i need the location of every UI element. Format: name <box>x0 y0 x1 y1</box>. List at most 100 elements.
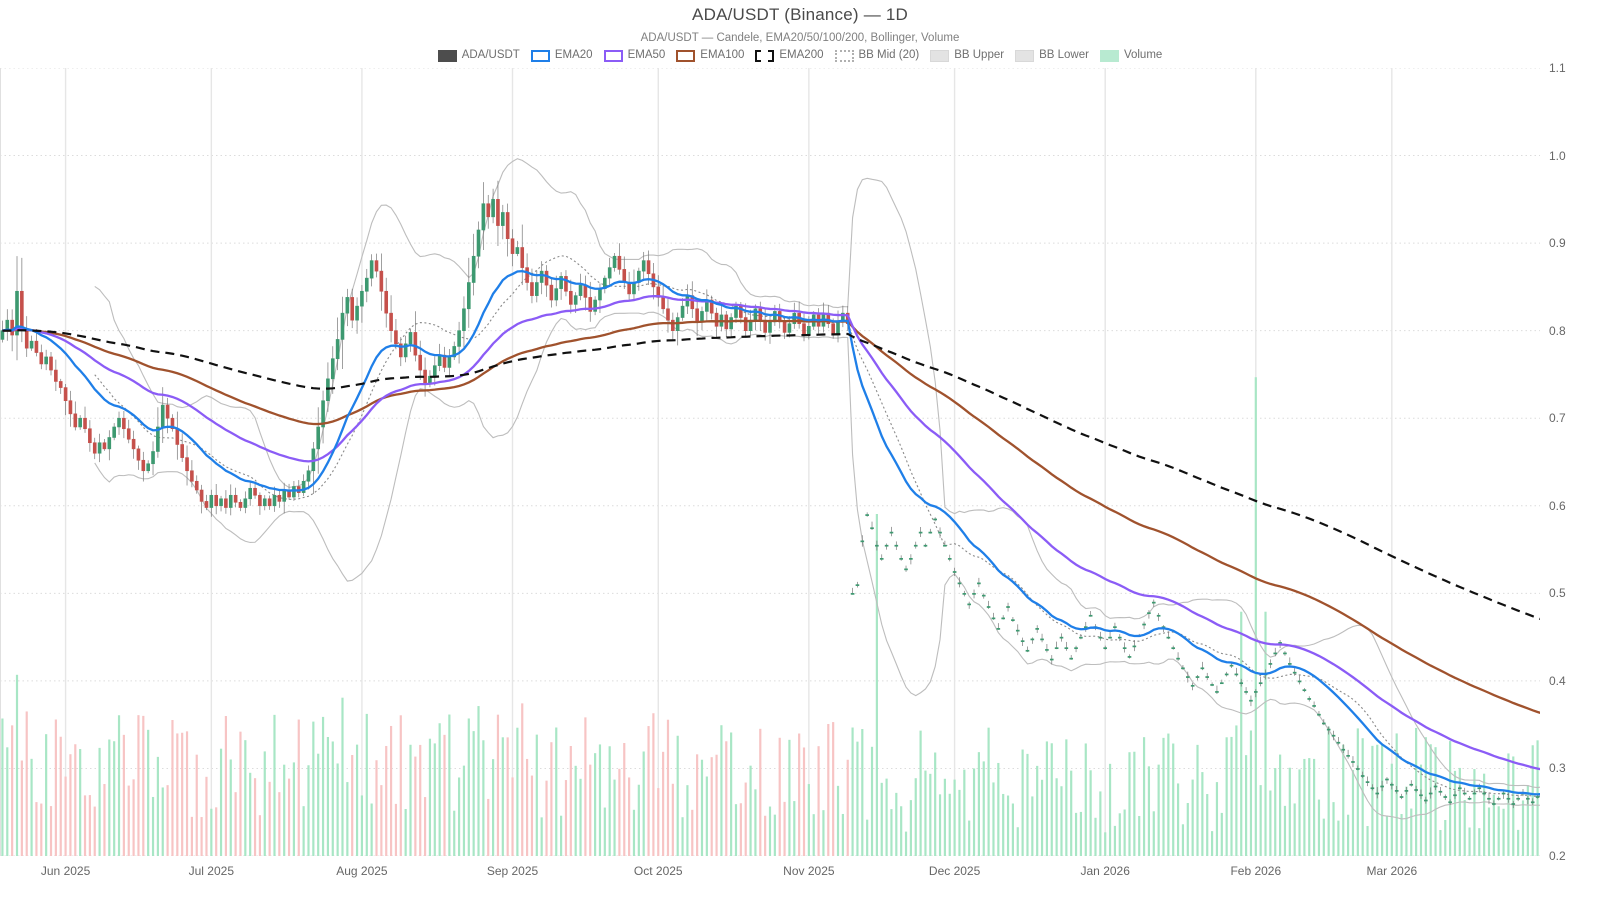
volume-bar <box>307 765 310 856</box>
legend-item-bb-upper[interactable]: BB Upper <box>930 50 1004 62</box>
candle-up <box>680 305 685 318</box>
volume-bar <box>1016 827 1019 856</box>
volume-bar <box>74 744 77 856</box>
legend-item-bb-mid-20[interactable]: BB Mid (20) <box>834 50 919 62</box>
candle-up <box>340 312 345 340</box>
volume-bar <box>720 725 723 856</box>
legend-item-ema200[interactable]: EMA200 <box>755 50 824 62</box>
volume-bar <box>521 703 524 856</box>
candlestick-swatch <box>437 50 457 62</box>
candlestick-series <box>0 180 1540 809</box>
volume-bar <box>1045 741 1049 856</box>
candle-up <box>865 514 869 516</box>
candle-up <box>292 486 296 498</box>
x-tick-label: Oct 2025 <box>633 864 683 878</box>
candle-up <box>836 321 840 336</box>
candle-down <box>39 352 44 365</box>
candle-up <box>1414 789 1418 791</box>
volume-bar <box>628 777 631 856</box>
candle-down <box>199 489 204 502</box>
legend-item-ema50[interactable]: EMA50 <box>603 50 665 62</box>
candle-down <box>83 417 87 430</box>
candle-up <box>457 330 461 347</box>
legend-item-ema100[interactable]: EMA100 <box>676 50 744 62</box>
legend-item-volume[interactable]: Volume <box>1099 50 1162 62</box>
volume-bar <box>1259 785 1262 856</box>
volume-bar <box>433 743 436 856</box>
volume-bar <box>1036 765 1039 856</box>
candle-up <box>1049 658 1054 661</box>
volume-bar <box>200 817 203 856</box>
volume-bar <box>151 796 155 856</box>
candle-down <box>413 332 418 356</box>
volume-bar <box>1458 767 1461 856</box>
candle-up <box>913 544 918 547</box>
candle-up <box>1356 768 1360 770</box>
volume-bar <box>1381 744 1384 856</box>
volume-bar <box>545 780 548 856</box>
volume-bar <box>934 752 937 856</box>
volume-bar <box>1104 832 1107 856</box>
candle-down <box>102 442 107 450</box>
volume-bar <box>759 728 762 856</box>
volume-bar <box>1244 755 1248 856</box>
candle-up <box>807 325 811 336</box>
candle-up <box>1098 636 1103 639</box>
candle-up <box>1142 623 1146 626</box>
candle-up <box>160 404 165 428</box>
candle-down <box>54 369 58 382</box>
candle-up <box>1438 790 1443 793</box>
volume-bar <box>1419 764 1423 856</box>
volume-bar <box>1108 763 1112 856</box>
candle-up <box>156 426 160 452</box>
volume-bar <box>725 741 728 856</box>
candle-down <box>569 290 573 305</box>
candle-up <box>15 290 19 336</box>
candle-up <box>1079 636 1083 639</box>
volume-bar <box>409 744 412 856</box>
candle-up <box>321 400 325 428</box>
volume-bar <box>258 815 261 856</box>
legend-item-ada-usdt[interactable]: ADA/USDT <box>437 50 520 62</box>
volume-bar <box>482 740 485 856</box>
volume-swatch <box>1099 50 1119 62</box>
candle-up <box>1088 614 1093 617</box>
volume-bar <box>45 734 48 856</box>
volume-bar <box>846 759 849 856</box>
candle-up <box>909 558 913 560</box>
legend-item-bb-lower[interactable]: BB Lower <box>1015 50 1089 62</box>
volume-bar <box>302 806 305 856</box>
candle-up <box>471 255 476 283</box>
candle-down <box>350 297 355 321</box>
volume-bar <box>1288 767 1291 856</box>
volume-bar <box>79 749 82 856</box>
volume-bar <box>365 713 368 856</box>
candle-up <box>1535 796 1540 798</box>
volume-bar <box>1002 793 1005 856</box>
volume-bar <box>768 806 772 856</box>
candle-down <box>656 286 661 298</box>
candle-down <box>131 438 136 450</box>
candle-down <box>617 255 622 270</box>
candle-up <box>1166 636 1171 639</box>
candle-up <box>957 582 962 585</box>
candle-down <box>666 308 670 321</box>
volume-bar <box>807 784 810 856</box>
volume-bar <box>1128 752 1131 856</box>
volume-bar <box>1065 739 1068 856</box>
volume-bar <box>1162 737 1165 856</box>
candle-up <box>1453 794 1457 797</box>
line-swatch <box>676 50 696 62</box>
volume-bar <box>1147 766 1151 856</box>
legend-item-ema20[interactable]: EMA20 <box>530 50 593 62</box>
candle-up <box>943 544 947 547</box>
volume-bar <box>832 722 835 856</box>
volume-bar <box>1283 805 1287 856</box>
volume-bar <box>900 806 903 856</box>
volume-bar <box>773 814 776 856</box>
volume-bar <box>244 740 247 856</box>
candle-down <box>525 267 529 283</box>
volume-bar <box>355 744 359 856</box>
candle-up <box>447 356 452 368</box>
candle-down <box>190 470 194 482</box>
